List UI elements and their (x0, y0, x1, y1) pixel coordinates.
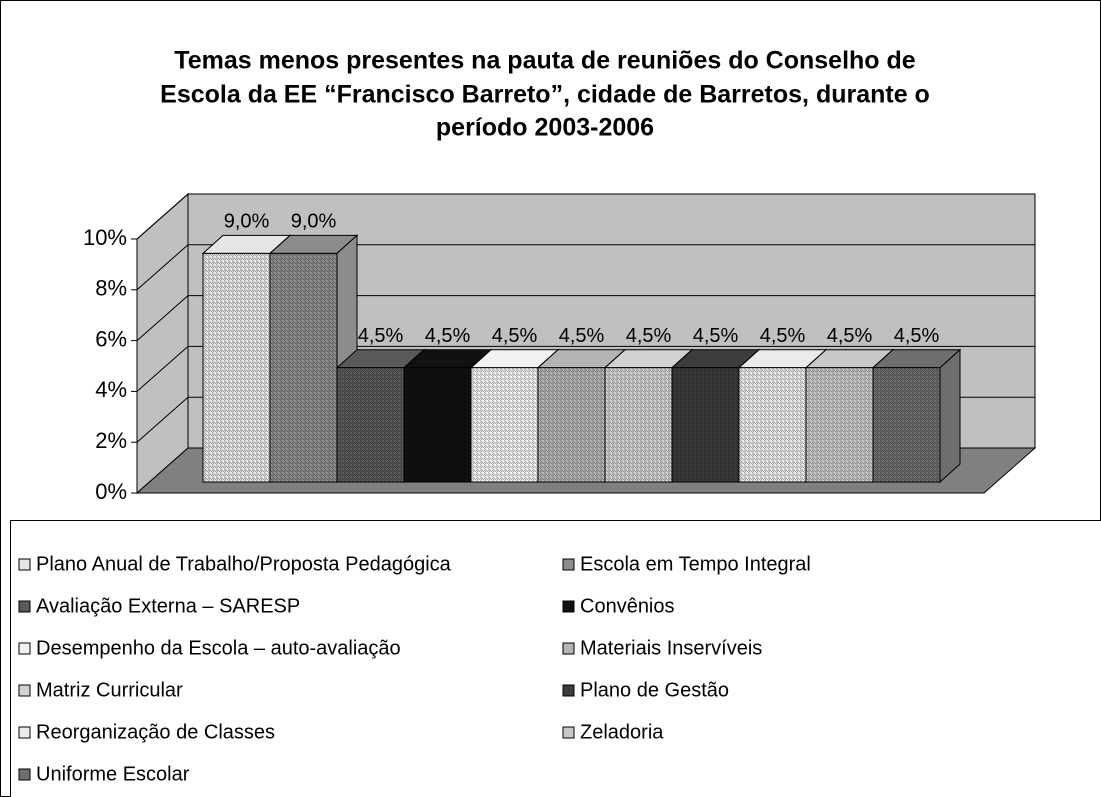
legend-label: Desempenho da Escola – auto-avaliação (36, 637, 401, 659)
legend-swatch (562, 642, 575, 655)
legend-swatch (18, 558, 31, 571)
legend-label: Convênios (580, 595, 675, 617)
legend-swatch (18, 726, 31, 739)
bar-pattern (270, 253, 337, 482)
legend-label: Reorganização de Classes (36, 721, 275, 743)
legend-label: Plano de Gestão (580, 679, 729, 701)
legend-label: Escola em Tempo Integral (580, 553, 811, 575)
bar-pattern (404, 367, 471, 482)
title-line: Escola da EE “Francisco Barreto”, cidade… (160, 81, 930, 109)
data-label: 4,5% (492, 325, 538, 347)
legend-label: Matriz Curricular (36, 679, 183, 701)
bar-pattern (538, 367, 605, 482)
bar-pattern (471, 367, 538, 482)
bar-pattern (203, 253, 270, 482)
y-tick-label: 2% (95, 428, 127, 453)
y-tick-label: 6% (95, 326, 127, 351)
data-label: 4,5% (760, 325, 806, 347)
y-tick-label: 0% (95, 479, 127, 504)
data-label: 4,5% (894, 325, 940, 347)
grid-line (136, 244, 1035, 291)
bar-pattern (337, 367, 404, 482)
legend-label: Avaliação Externa – SARESP (36, 595, 300, 617)
legend-label: Zeladoria (580, 721, 664, 743)
data-label: 4,5% (559, 325, 605, 347)
legend-swatch (18, 600, 31, 613)
grid-line (136, 295, 1035, 341)
data-label: 4,5% (626, 325, 672, 347)
bar-pattern (873, 367, 940, 482)
bar-side (939, 348, 961, 484)
data-label: 4,5% (358, 325, 404, 347)
legend-swatch (18, 768, 31, 781)
legend-swatch (18, 642, 31, 655)
legend-swatch (18, 684, 31, 697)
data-label: 4,5% (827, 325, 873, 347)
legend-box (10, 520, 1101, 797)
legend-swatch (562, 726, 575, 739)
y-tick-label: 4% (95, 377, 127, 402)
title-line: período 2003-2006 (436, 114, 654, 142)
legend-swatch (562, 600, 575, 613)
data-label: 9,0% (291, 211, 337, 233)
y-tick-label: 10% (83, 225, 127, 250)
bar-pattern (739, 367, 806, 482)
title-line: Temas menos presentes na pauta de reuniõ… (174, 47, 915, 75)
legend-label: Materiais Inservíveis (580, 637, 762, 659)
grid-line (136, 193, 1035, 240)
bar-pattern (806, 367, 873, 482)
y-tick-label: 8% (95, 276, 127, 301)
data-label: 4,5% (425, 325, 471, 347)
legend-label: Plano Anual de Trabalho/Proposta Pedagóg… (36, 553, 452, 575)
data-label: 9,0% (224, 211, 270, 233)
legend-label: Uniforme Escolar (36, 763, 190, 785)
legend-swatch (562, 558, 575, 571)
legend-swatch (562, 684, 575, 697)
data-label: 4,5% (693, 325, 739, 347)
bar-pattern (672, 367, 739, 482)
grid-line (136, 345, 1035, 392)
bar-pattern (605, 367, 672, 482)
side-wall (136, 192, 189, 495)
